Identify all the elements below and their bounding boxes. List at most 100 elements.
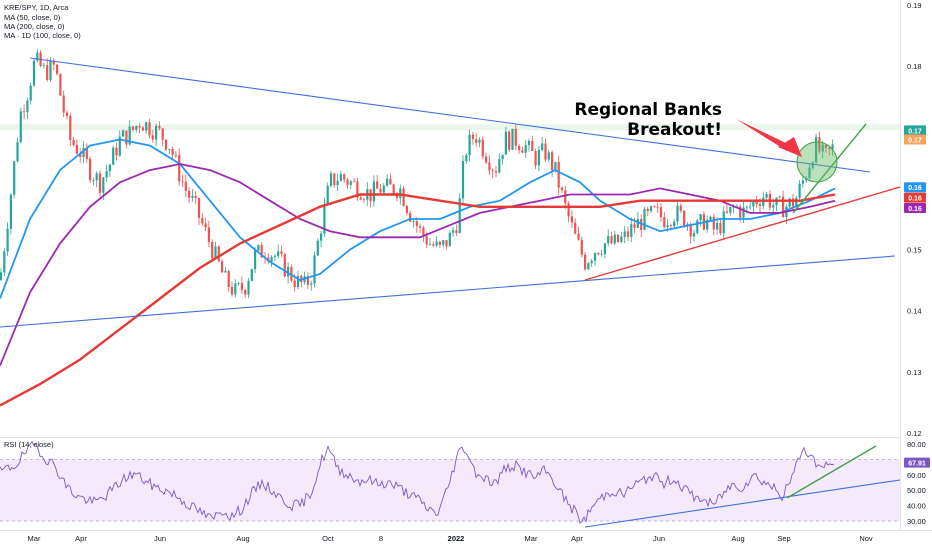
candle-body	[514, 128, 517, 146]
candle-body	[0, 272, 3, 281]
candle-body	[465, 155, 468, 161]
breakout-highlight-circle[interactable]	[796, 141, 838, 183]
candle-body	[115, 147, 118, 156]
time-axis-label: Aug	[731, 534, 744, 543]
candle-body	[105, 171, 108, 178]
trendlines[interactable]	[0, 57, 901, 328]
time-axis-label: Sep	[777, 534, 790, 543]
upper-resistance-trendline[interactable]	[29, 57, 871, 173]
candle-body	[537, 149, 540, 166]
price-badge-label: 0.16	[908, 196, 922, 203]
candle-body	[676, 205, 679, 222]
candle-body	[574, 222, 577, 234]
candle-body	[772, 205, 775, 208]
time-axis-label: Oct	[322, 534, 335, 543]
candle-body	[448, 232, 451, 247]
candle-body	[250, 269, 253, 281]
time-axis-label: Jun	[653, 534, 665, 543]
candle-body	[234, 283, 237, 295]
candle-body	[214, 246, 217, 259]
annotation-text: Regional Banks Breakout!	[560, 100, 722, 140]
candle-body	[719, 223, 722, 234]
candle-body	[452, 230, 455, 233]
candle-body	[696, 220, 699, 234]
candle-body	[577, 233, 580, 240]
candle-body	[191, 195, 194, 198]
arrow-shaft[interactable]	[736, 119, 792, 151]
candle-body	[16, 142, 19, 162]
candle-body	[630, 224, 633, 237]
candle-body	[603, 243, 606, 255]
legend-ma100[interactable]: MA · 1D (100, close, 0)	[4, 31, 81, 40]
candle-body	[557, 161, 560, 188]
candle-body	[343, 174, 346, 180]
candle-body	[541, 143, 544, 150]
candle-body	[669, 225, 672, 227]
candle-body	[438, 241, 441, 245]
candles	[0, 49, 834, 299]
legend-ma50[interactable]: MA (50, close, 0)	[4, 13, 61, 22]
candle-body	[392, 184, 395, 194]
candle-body	[9, 194, 12, 229]
candle-body	[201, 217, 204, 224]
candle-body	[653, 206, 656, 208]
price-tick-label: 0.12	[907, 429, 922, 438]
candle-body	[828, 147, 831, 149]
candle-body	[240, 283, 243, 290]
candle-body	[237, 283, 240, 284]
candle-body	[23, 111, 26, 113]
candle-body	[296, 275, 300, 288]
lower-support-trendline[interactable]	[0, 255, 896, 328]
candle-body	[158, 125, 161, 129]
rsi-support-trendline[interactable]	[584, 479, 901, 528]
time-axis-label: 8	[379, 534, 383, 543]
ma200-line	[0, 193, 836, 407]
breakout-trendline[interactable]	[792, 123, 867, 214]
candle-body	[155, 125, 158, 140]
candle-body	[458, 198, 461, 234]
legend-rsi[interactable]: RSI (14, close)	[4, 440, 54, 449]
candle-body	[706, 219, 709, 230]
time-axis-label: Aug	[236, 534, 249, 543]
candle-body	[689, 224, 692, 237]
rising-support-trendline[interactable]	[584, 186, 901, 281]
time-axis-label: Mar	[28, 534, 41, 543]
candle-body	[207, 227, 210, 242]
candle-body	[567, 203, 570, 217]
candle-body	[118, 136, 121, 156]
candle-body	[224, 270, 227, 273]
candle-body	[435, 241, 438, 246]
candle-body	[666, 225, 669, 228]
rsi-tick-label: 30.00	[907, 517, 926, 526]
candle-body	[633, 224, 636, 228]
candle-body	[89, 158, 92, 181]
candle-body	[524, 145, 527, 153]
arrow-head[interactable]	[778, 137, 802, 157]
candle-body	[399, 188, 402, 198]
legend-symbol[interactable]: KRE/SPY, 1D, Arca	[4, 3, 69, 12]
ma50-line	[0, 138, 836, 299]
candle-body	[75, 144, 78, 154]
rsi-line	[0, 440, 835, 524]
candle-body	[617, 234, 620, 242]
candle-body	[362, 199, 366, 201]
candle-body	[471, 134, 474, 140]
candle-body	[673, 221, 676, 227]
candle-body	[204, 223, 207, 228]
price-badge-label: 0.16	[908, 185, 922, 192]
candle-body	[353, 181, 356, 183]
candle-body	[716, 223, 719, 230]
candle-body	[389, 178, 392, 185]
candle-body	[313, 255, 316, 284]
candle-body	[564, 190, 567, 204]
candle-body	[415, 221, 418, 227]
candle-body	[815, 137, 818, 163]
rsi-breakout-trendline[interactable]	[786, 445, 877, 499]
candle-body	[656, 206, 659, 208]
candle-body	[333, 173, 336, 186]
legend-ma200[interactable]: MA (200, close, 0)	[4, 22, 65, 31]
candle-body	[547, 152, 550, 160]
candle-body	[316, 240, 319, 256]
